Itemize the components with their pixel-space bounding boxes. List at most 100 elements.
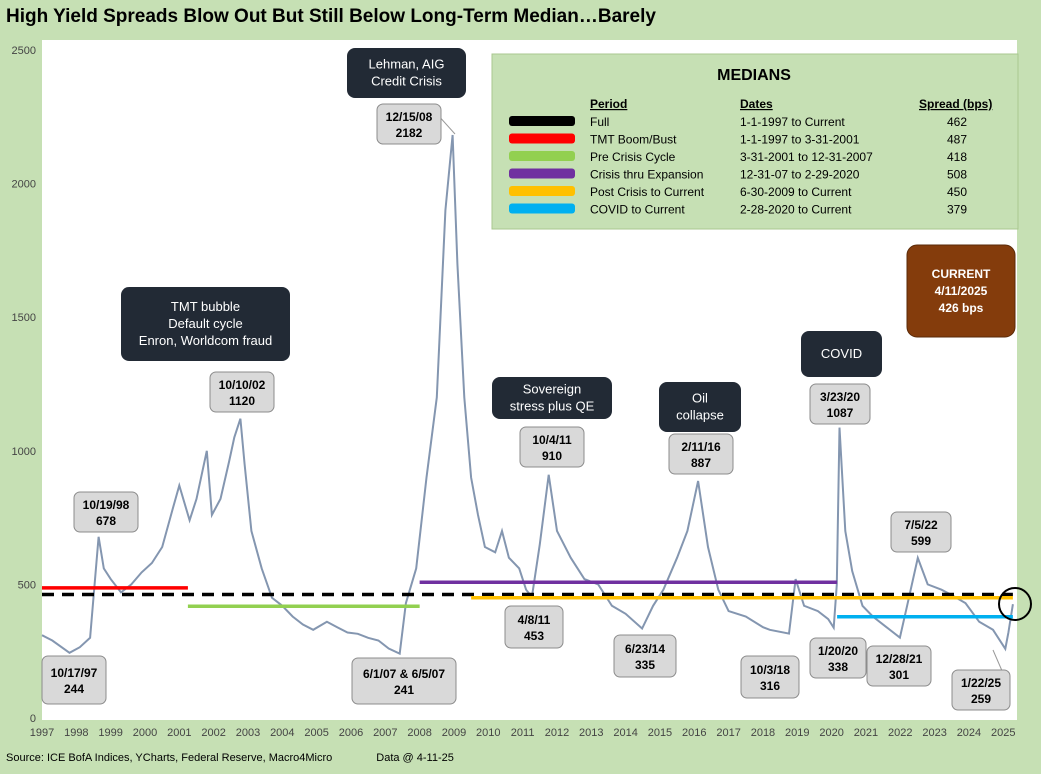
legend-title: MEDIANS: [717, 67, 791, 84]
legend-spread: 418: [947, 150, 967, 164]
x-tick-label: 2011: [511, 727, 535, 739]
legend-col-period: Period: [590, 97, 627, 111]
x-tick-label: 2017: [716, 727, 740, 739]
legend-spread: 508: [947, 168, 967, 182]
callout-date: 1/22/25: [961, 676, 1001, 690]
legend-period: Crisis thru Expansion: [590, 168, 703, 182]
event-label: Credit Crisis: [371, 74, 442, 89]
event-box: [801, 331, 882, 377]
spread-series-line: [41, 134, 1014, 656]
callout-date: 12/15/08: [386, 110, 433, 124]
x-tick-label: 2022: [888, 727, 912, 739]
callout-value: 453: [524, 629, 544, 643]
callout-value: 2182: [396, 126, 423, 140]
callout-box: [351, 657, 457, 705]
current-label: CURRENT: [932, 267, 991, 281]
legend-swatch: [509, 203, 575, 214]
legend-dates: 2-28-2020 to Current: [740, 203, 852, 217]
event-box: [659, 382, 741, 432]
x-tick-label: 2016: [682, 727, 706, 739]
callout-date: 2/11/16: [681, 440, 721, 454]
callout-box: [613, 634, 677, 678]
legend-swatch: [509, 133, 575, 144]
callout-value: 316: [760, 679, 780, 693]
data-date: Data @ 4-11-25: [376, 752, 454, 764]
x-tick-label: 2012: [545, 727, 569, 739]
x-tick-label: 1999: [98, 727, 122, 739]
legend-swatch: [509, 151, 575, 161]
callout-box: [73, 491, 139, 533]
callout-value: 887: [691, 456, 711, 470]
callout-date: 10/4/11: [532, 433, 572, 447]
current-label: 4/11/2025: [935, 284, 988, 298]
callout-date: 6/1/07 & 6/5/07: [363, 667, 445, 681]
x-tick-label: 2002: [201, 727, 225, 739]
legend-dates: 1-1-1997 to 3-31-2001: [740, 133, 860, 147]
current-label: 426 bps: [939, 301, 984, 315]
x-tick-label: 2013: [579, 727, 603, 739]
callout-value: 1087: [827, 406, 854, 420]
x-tick-label: 2021: [854, 727, 878, 739]
x-tick-label: 2023: [922, 727, 946, 739]
callout-date: 10/3/18: [750, 663, 790, 677]
event-label: COVID: [821, 346, 862, 361]
callout-box: [519, 426, 585, 468]
legend-dates: 12-31-07 to 2-29-2020: [740, 168, 860, 182]
current-circle: [998, 587, 1032, 621]
legend-col-dates: Dates: [740, 97, 773, 111]
event-label: Oil: [692, 391, 708, 406]
chart-title: High Yield Spreads Blow Out But Still Be…: [6, 6, 656, 27]
event-box: [347, 48, 466, 98]
callout-box: [740, 655, 800, 699]
x-tick-label: 2009: [442, 727, 466, 739]
callout-date: 12/28/21: [876, 652, 923, 666]
callout-value: 301: [889, 668, 909, 682]
x-tick-label: 2010: [476, 727, 500, 739]
x-tick-label: 2015: [648, 727, 672, 739]
y-tick-label: 2000: [12, 179, 36, 191]
footer: Source: ICE BofA Indices, YCharts, Feder…: [6, 752, 454, 764]
legend-spread: 379: [947, 203, 967, 217]
callout-box: [41, 655, 107, 705]
callout-value: 910: [542, 449, 562, 463]
callout-value: 335: [635, 658, 655, 672]
callout-box: [376, 103, 442, 145]
legend-spread: 450: [947, 185, 967, 199]
callout-date: 6/23/14: [625, 642, 665, 656]
event-label: Enron, Worldcom fraud: [139, 333, 272, 348]
callout-box: [504, 605, 564, 649]
event-label: stress plus QE: [510, 399, 595, 414]
y-tick-label: 1000: [12, 446, 36, 458]
legend-period: Pre Crisis Cycle: [590, 150, 676, 164]
legend-period: Full: [590, 115, 609, 129]
callout-date: 10/19/98: [83, 498, 130, 512]
current-box: [906, 244, 1016, 338]
callout-box: [209, 371, 275, 413]
x-tick-label: 2019: [785, 727, 809, 739]
callout-value: 259: [971, 692, 991, 706]
legend-period: Post Crisis to Current: [590, 185, 705, 199]
callout-value: 678: [96, 514, 116, 528]
callout-value: 599: [911, 534, 931, 548]
callout-date: 3/23/20: [820, 390, 860, 404]
callout-date: 7/5/22: [904, 518, 938, 532]
event-label: Default cycle: [168, 316, 242, 331]
x-tick-label: 2003: [236, 727, 260, 739]
callout-date: 10/10/02: [219, 378, 266, 392]
event-label: Lehman, AIG: [369, 57, 445, 72]
legend-dates: 3-31-2001 to 12-31-2007: [740, 150, 873, 164]
legend-col-spread: Spread (bps): [919, 97, 992, 111]
x-tick-label: 2020: [819, 727, 843, 739]
x-tick-label: 2018: [751, 727, 775, 739]
x-tick-label: 2024: [957, 727, 981, 739]
callout-value: 338: [828, 660, 848, 674]
y-tick-label: 500: [18, 579, 36, 591]
callout-box: [866, 645, 932, 687]
x-tick-label: 2005: [304, 727, 328, 739]
x-tick-label: 1998: [64, 727, 88, 739]
callout-date: 4/8/11: [518, 613, 551, 627]
source-text: Source: ICE BofA Indices, YCharts, Feder…: [6, 752, 333, 764]
callout-box: [668, 433, 734, 475]
callout-date: 10/17/97: [51, 666, 98, 680]
callout-box: [809, 637, 867, 679]
